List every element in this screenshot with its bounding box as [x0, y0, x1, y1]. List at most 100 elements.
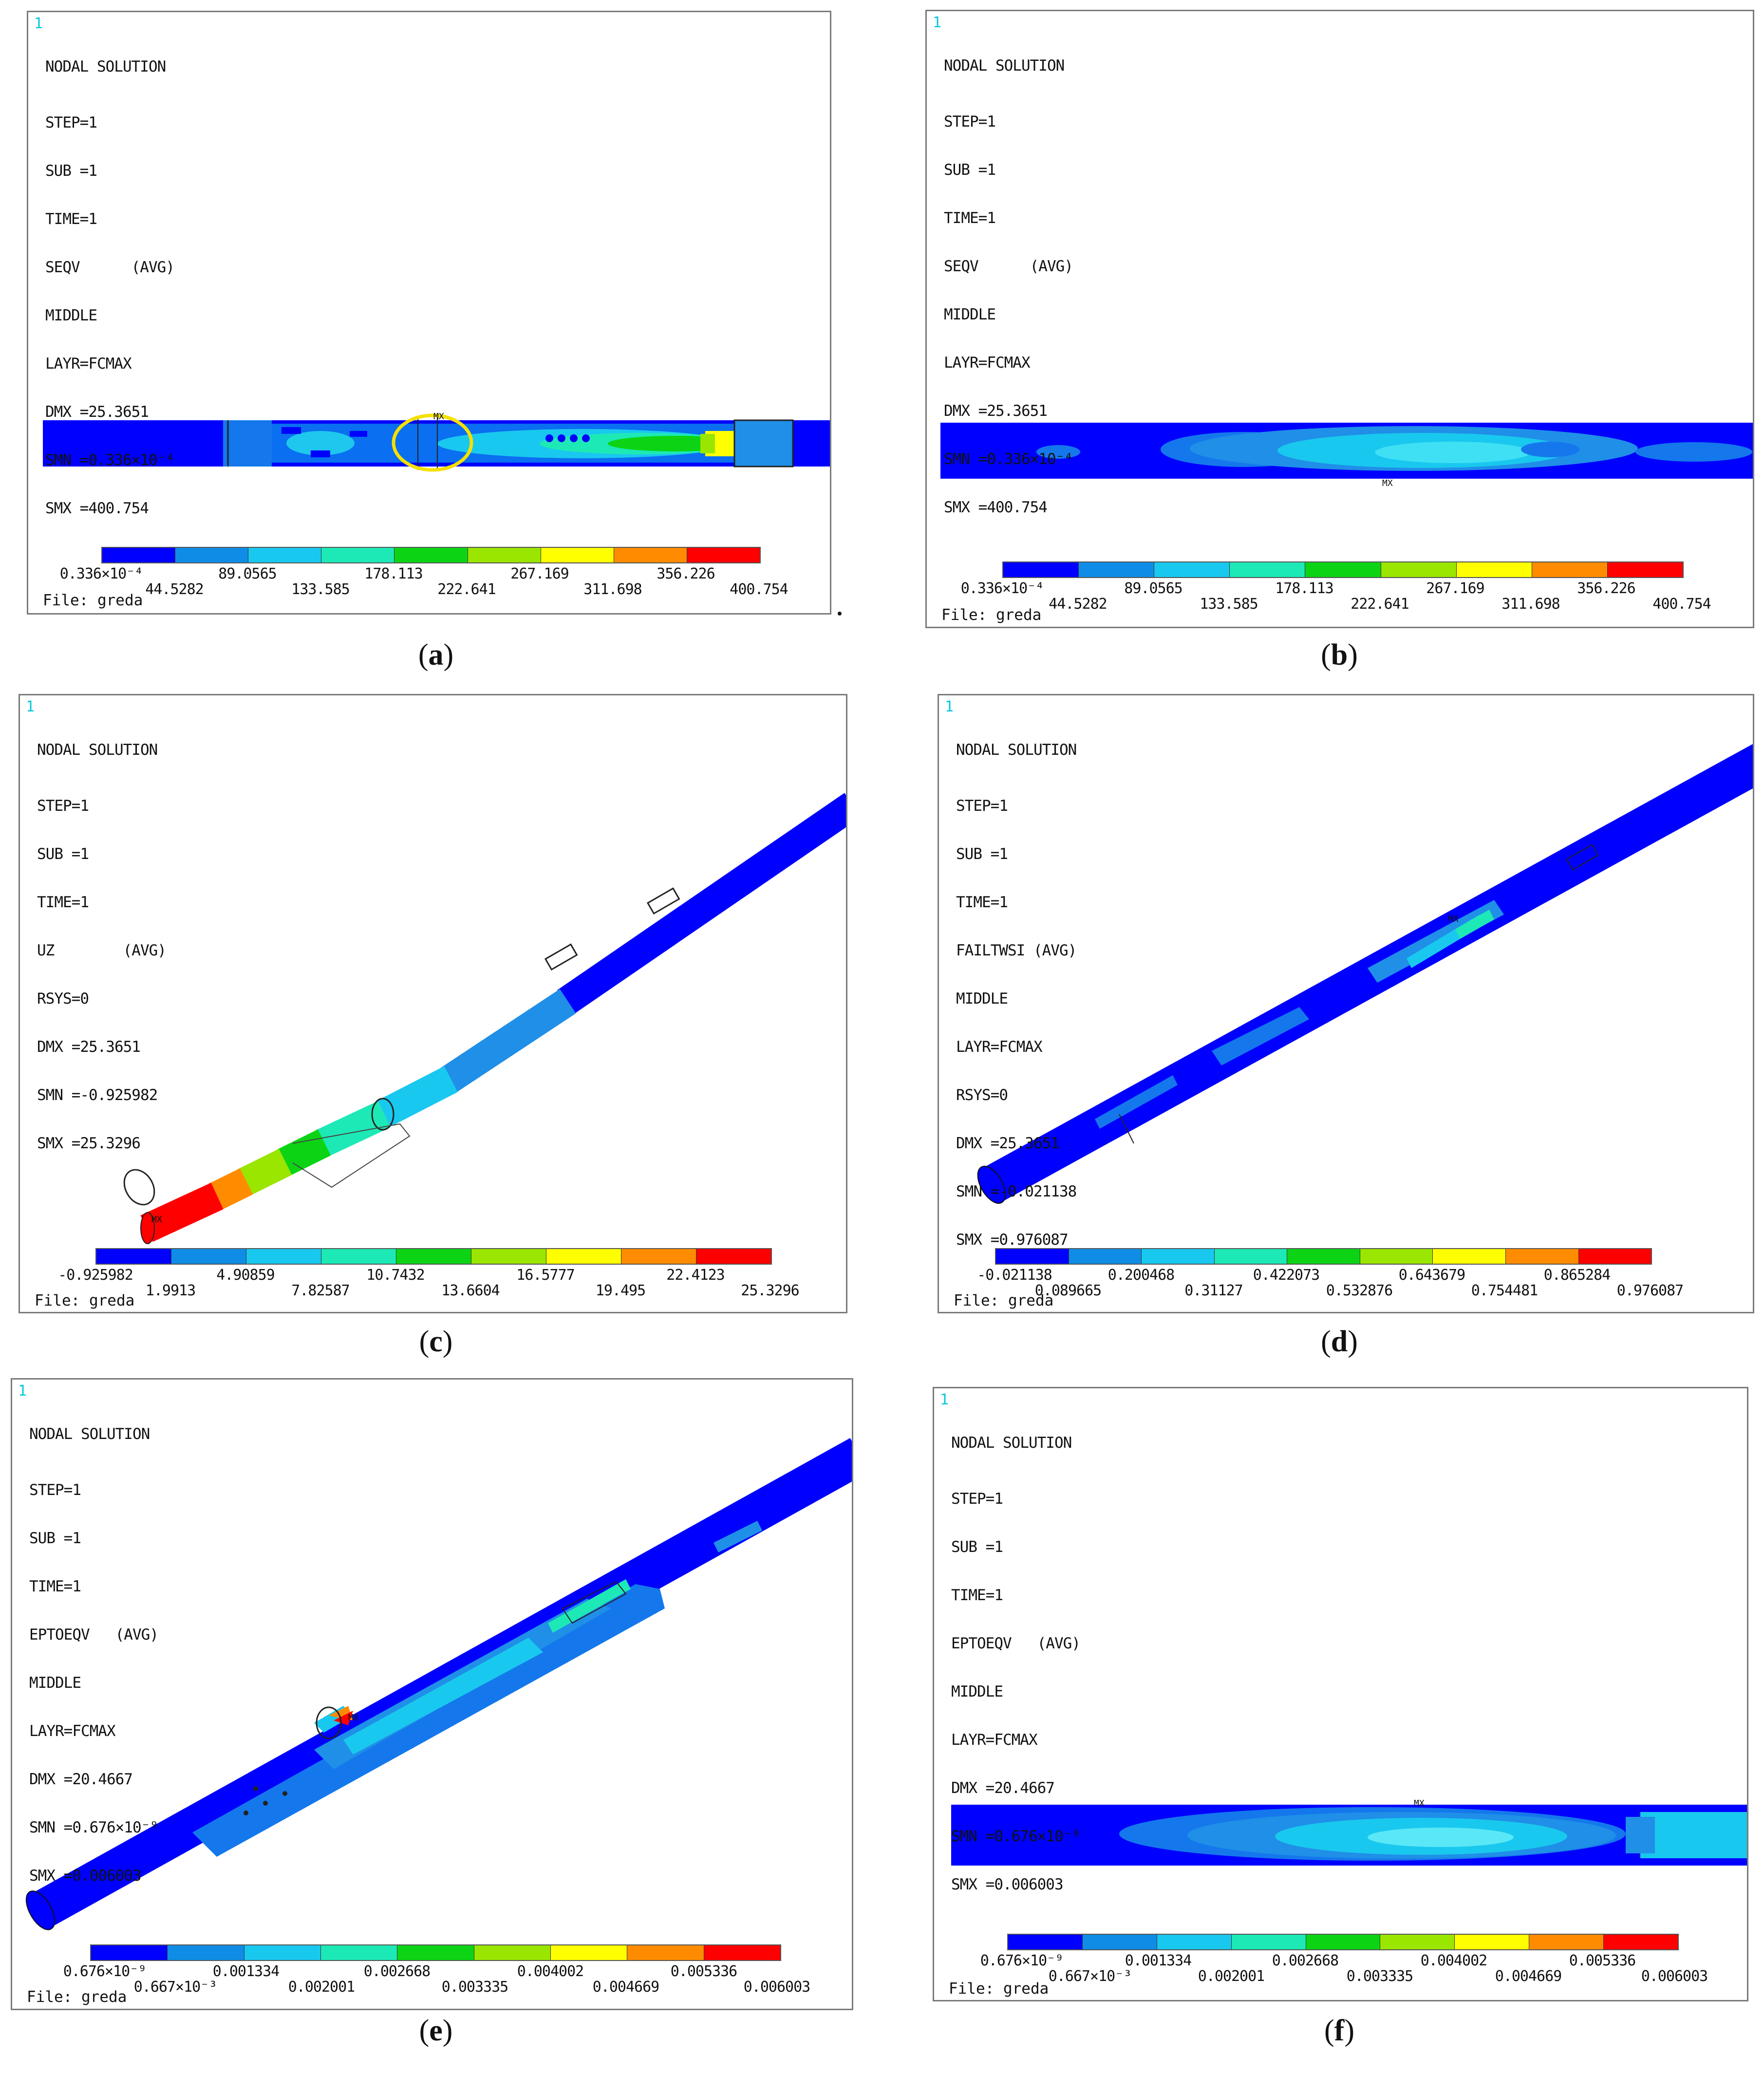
- legend-swatch: [1069, 1249, 1142, 1264]
- info-line: RSYS=0: [956, 1086, 1008, 1104]
- info-line: DMX =25.3651: [944, 402, 1048, 420]
- file-label-d: File: greda: [954, 1292, 1054, 1309]
- solution-title-c: NODAL SOLUTION: [37, 741, 158, 759]
- beam-view-c: MX: [123, 793, 846, 1244]
- legend-swatch: [621, 1249, 696, 1264]
- legend-tick: -0.021138: [977, 1267, 1052, 1284]
- mx-marker-a: MX: [433, 411, 444, 422]
- beam-view-a: MX: [43, 411, 830, 472]
- info-line: STEP=1: [951, 1490, 1003, 1508]
- info-line: SMX =0.006003: [951, 1876, 1064, 1893]
- info-line: SMN =-0.925982: [37, 1086, 158, 1104]
- beam-view-e: MX: [25, 1438, 852, 1930]
- info-line: SUB =1: [951, 1538, 1003, 1556]
- info-line: MIDDLE: [944, 306, 996, 323]
- info-line: SUB =1: [956, 845, 1008, 863]
- legend-tick: 22.4123: [666, 1267, 725, 1284]
- legend-swatch: [687, 548, 760, 562]
- beam-view-f: MX: [951, 1798, 1747, 1866]
- panel-d: MX 1 NODAL SOLUTION STEP=1 SUB =1 TIME=1…: [938, 694, 1754, 1313]
- legend-tick: 267.169: [510, 565, 569, 582]
- solution-info-a: NODAL SOLUTION STEP=1 SUB =1 TIME=1 SEQV…: [45, 27, 175, 549]
- mx-marker-f: MX: [1414, 1798, 1425, 1809]
- panel-f: MX 1 NODAL SOLUTION STEP=1 SUB =1 TIME=1…: [933, 1387, 1748, 2001]
- legend-tick: 0.001334: [1125, 1952, 1192, 1969]
- legend-tick: 0.004002: [1420, 1952, 1487, 1969]
- info-line: LAYR=FCMAX: [944, 354, 1031, 372]
- legend-tick: 178.113: [1275, 580, 1333, 597]
- info-line: TIME=1: [944, 209, 996, 227]
- info-line: STEP=1: [944, 113, 996, 131]
- legend-tick: 0.006003: [1641, 1968, 1708, 1985]
- legend-tick: 0.004669: [592, 1979, 659, 1996]
- info-line: SMX =25.3296: [37, 1135, 141, 1152]
- legend-tick: 0.006003: [743, 1979, 810, 1996]
- legend-swatch: [1230, 562, 1306, 577]
- legend-swatch: [168, 1945, 244, 1960]
- legend-tick: 0.667×10⁻³: [1048, 1968, 1132, 1985]
- info-line: SUB =1: [45, 162, 97, 180]
- legend-tick: 10.7432: [366, 1267, 425, 1284]
- info-line: SMN =0.676×10⁻⁹: [29, 1819, 159, 1836]
- info-line: STEP=1: [956, 797, 1008, 815]
- legend-tick: 16.5777: [516, 1267, 575, 1284]
- info-line: TIME=1: [45, 210, 97, 228]
- legend-tick: 0.089665: [1034, 1282, 1102, 1299]
- legend-tick: 0.200468: [1107, 1267, 1175, 1284]
- info-line: LAYR=FCMAX: [45, 355, 132, 373]
- legend-swatch: [1380, 1935, 1455, 1949]
- legend-tick: 0.005336: [670, 1963, 737, 1980]
- legend-tick: 0.976087: [1616, 1282, 1684, 1299]
- caption-letter-a: a: [428, 638, 444, 672]
- legend-swatch: [1157, 1935, 1232, 1949]
- legend-tick: 356.226: [657, 565, 715, 582]
- info-line: STEP=1: [29, 1481, 81, 1499]
- legend-tick: 400.754: [1652, 596, 1711, 613]
- mx-marker-b: MX: [1382, 478, 1393, 488]
- caption-c: (c): [419, 1325, 453, 1358]
- legend-tick: 0.002668: [363, 1963, 431, 1980]
- legend-swatch: [1305, 562, 1381, 577]
- legend-tick: 311.698: [1501, 596, 1560, 613]
- info-line: STEP=1: [37, 797, 89, 815]
- legend-tick: 0.001334: [212, 1963, 280, 1980]
- stray-dot: [838, 612, 842, 616]
- caption-e: (e): [419, 2014, 453, 2047]
- legend-tick: 0.336×10⁻⁴: [59, 565, 144, 582]
- legend-swatch: [1142, 1249, 1215, 1264]
- legend-swatch: [1455, 1935, 1530, 1949]
- legend-tick: 311.698: [583, 581, 642, 598]
- legend-swatch: [1214, 1249, 1288, 1264]
- info-line: SEQV (AVG): [944, 258, 1073, 275]
- legend-tick: 25.3296: [741, 1282, 799, 1299]
- info-line: SUB =1: [29, 1530, 81, 1547]
- legend-tick: 0.004669: [1495, 1968, 1562, 1985]
- info-line: TIME=1: [29, 1578, 81, 1595]
- info-line: LAYR=FCMAX: [951, 1731, 1038, 1749]
- legend-bar-f: [1007, 1934, 1679, 1950]
- info-line: SMN =0.336×10⁻⁴: [944, 450, 1073, 468]
- window-index-e: 1: [18, 1382, 27, 1400]
- info-line: SMX =400.754: [944, 499, 1048, 516]
- info-line: MIDDLE: [45, 307, 97, 324]
- info-line: DMX =20.4667: [29, 1771, 133, 1788]
- legend-swatch: [394, 548, 468, 562]
- solution-title-e: NODAL SOLUTION: [29, 1425, 150, 1443]
- legend-tick: 13.6604: [441, 1282, 500, 1299]
- info-line: LAYR=FCMAX: [956, 1038, 1043, 1056]
- legend-swatch: [474, 1945, 551, 1960]
- legend-swatch: [321, 548, 395, 562]
- legend-swatch: [320, 1945, 398, 1960]
- legend-bar-a: [101, 547, 761, 563]
- legend-swatch: [244, 1945, 321, 1960]
- legend-tick: 0.422073: [1253, 1267, 1320, 1284]
- legend-swatch: [171, 1249, 246, 1264]
- legend-swatch: [1604, 1935, 1678, 1949]
- legend-swatch: [175, 548, 249, 562]
- legend-swatch: [1360, 1249, 1433, 1264]
- info-line: SMN =0.676×10⁻⁹: [951, 1828, 1081, 1845]
- legend-tick: 400.754: [730, 581, 788, 598]
- legend-swatch: [996, 1249, 1069, 1264]
- mx-marker-e: MX: [348, 1713, 359, 1723]
- legend-swatch: [541, 548, 614, 562]
